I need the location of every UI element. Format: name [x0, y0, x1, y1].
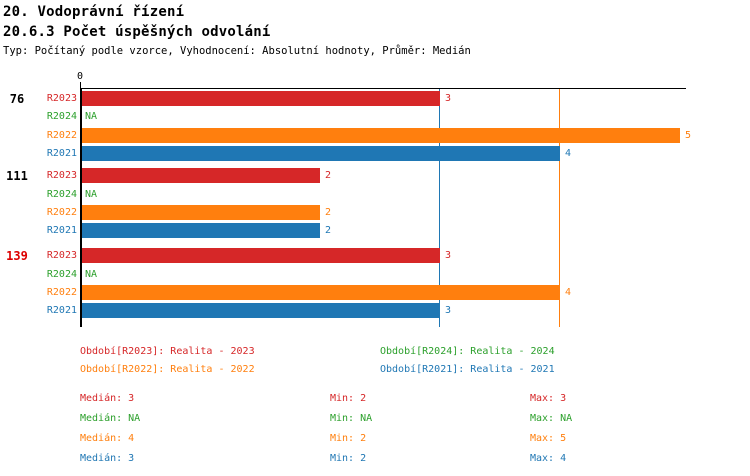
bar-value-label: 3	[445, 250, 452, 262]
series-row-label: R2021	[46, 147, 77, 159]
bar-value-label: 4	[565, 286, 572, 298]
series-row-label: R2021	[46, 305, 77, 317]
series-row-label: R2021	[46, 225, 77, 237]
legend-item-r2024: Období[R2024]: Realita - 2024	[380, 346, 555, 357]
bar-r2023	[82, 248, 440, 264]
series-row-label: R2022	[46, 206, 77, 218]
bar-value-label: 4	[565, 147, 572, 159]
stat-min-r2023: Min: 2	[330, 393, 367, 404]
x-axis-line	[80, 88, 686, 89]
chart-meta-line: Typ: Počítaný podle vzorce, Vyhodnocení:…	[3, 45, 471, 57]
bar-r2021	[82, 303, 440, 319]
stat-min-r2021: Min: 2	[330, 453, 367, 464]
legend-item-r2023: Období[R2023]: Realita - 2023	[80, 346, 255, 357]
page-title: 20. Vodoprávní řízení	[3, 4, 185, 20]
bar-value-label-na: NA	[85, 111, 98, 123]
stat-min-r2024: Min: NA	[330, 413, 373, 424]
bar-r2023	[82, 168, 320, 184]
bar-r2021	[82, 223, 320, 239]
stat-min-r2022: Min: 2	[330, 433, 367, 444]
bar-value-label: 2	[325, 206, 332, 218]
y-axis-line	[80, 88, 82, 327]
legend-item-r2022: Období[R2022]: Realita - 2022	[80, 364, 255, 375]
bar-r2022	[82, 127, 680, 143]
bar-value-label: 2	[325, 225, 332, 237]
group-label: 139	[6, 249, 28, 264]
stat-max-r2022: Max: 5	[530, 433, 567, 444]
bar-value-label: 5	[685, 129, 692, 141]
stat-max-r2023: Max: 3	[530, 393, 567, 404]
stat-median-r2024: Medián: NA	[80, 413, 141, 424]
series-row-label: R2023	[46, 93, 77, 104]
series-row-label: R2023	[46, 170, 77, 182]
legend-item-r2021: Období[R2021]: Realita - 2021	[380, 364, 555, 375]
bar-value-label: 2	[325, 170, 332, 182]
stat-median-r2022: Medián: 4	[80, 433, 135, 444]
series-row-label: R2024	[46, 268, 77, 280]
series-row-label: R2022	[46, 129, 77, 141]
series-row-label: R2022	[46, 286, 77, 298]
median-reference-line-r2021	[439, 88, 440, 327]
bar-r2023	[82, 91, 440, 106]
stat-median-r2021: Medián: 3	[80, 453, 135, 464]
series-row-label: R2024	[46, 188, 77, 200]
bar-value-label: 3	[445, 305, 452, 317]
bar-r2022	[82, 284, 560, 300]
series-row-label: R2023	[46, 250, 77, 262]
chart-title: 20.6.3 Počet úspěšných odvolání	[3, 24, 271, 40]
median-reference-line-r2022	[559, 88, 560, 327]
bar-value-label: 3	[445, 93, 452, 104]
bar-r2021	[82, 145, 560, 161]
stat-max-r2024: Max: NA	[530, 413, 573, 424]
bar-value-label-na: NA	[85, 268, 98, 280]
group-label: 111	[6, 169, 28, 184]
group-label: 76	[9, 92, 25, 106]
x-axis-tick-mark	[80, 82, 81, 88]
stat-max-r2021: Max: 4	[530, 453, 567, 464]
stat-median-r2023: Medián: 3	[80, 393, 135, 404]
x-axis-tick-label: 0	[76, 71, 84, 82]
bar-value-label-na: NA	[85, 188, 98, 200]
series-row-label: R2024	[46, 111, 77, 123]
bar-r2022	[82, 204, 320, 220]
